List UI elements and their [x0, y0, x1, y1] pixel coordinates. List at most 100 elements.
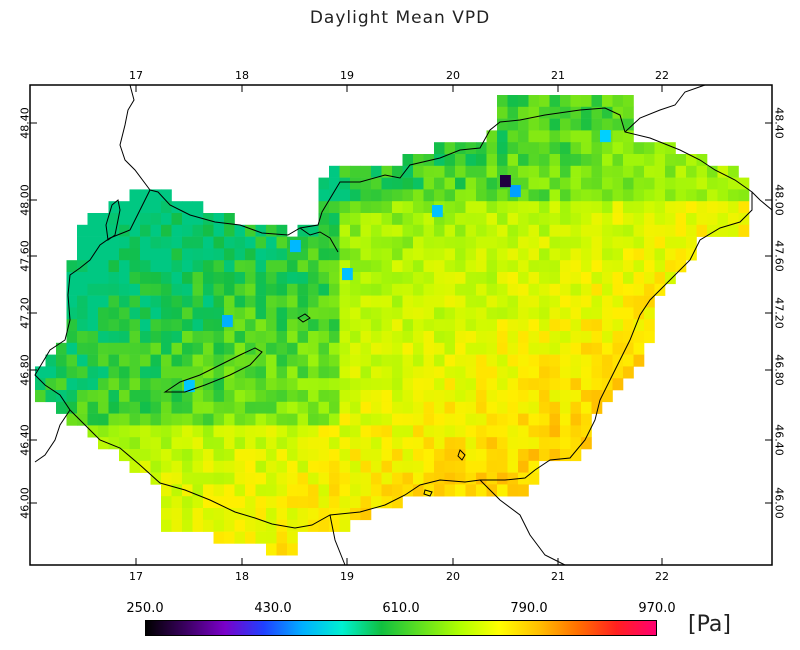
vpd-cell	[486, 154, 498, 167]
vpd-cell	[644, 201, 655, 214]
vpd-cell	[308, 378, 319, 391]
vpd-cell	[371, 272, 382, 285]
vpd-cell	[245, 295, 256, 308]
vpd-cell	[434, 319, 445, 332]
vpd-cell	[560, 283, 571, 296]
vpd-cell	[465, 354, 477, 367]
lake-small-1	[457, 449, 466, 461]
vpd-cell	[276, 543, 288, 556]
vpd-cell	[266, 449, 277, 462]
vpd-cell	[476, 378, 487, 391]
vpd-cell	[150, 307, 162, 320]
vpd-cell	[402, 401, 414, 414]
vpd-cell	[434, 413, 445, 426]
vpd-cell	[150, 283, 162, 296]
vpd-cell	[129, 378, 141, 391]
vpd-cell	[423, 331, 435, 344]
vpd-cell	[234, 401, 246, 414]
vpd-cell	[182, 366, 193, 379]
vpd-cell	[381, 236, 393, 249]
vpd-cell	[213, 342, 225, 355]
vpd-cell	[633, 165, 645, 178]
vpd-cell	[56, 342, 67, 355]
vpd-cell	[560, 165, 571, 178]
lon-label-bottom: 22	[655, 570, 669, 583]
vpd-cell	[297, 331, 309, 344]
vpd-cell	[203, 295, 214, 308]
vpd-cell	[360, 401, 372, 414]
vpd-cell	[318, 272, 330, 285]
vpd-cell	[528, 224, 540, 237]
vpd-cell	[87, 342, 99, 355]
vpd-cell	[507, 449, 519, 462]
vpd-cell	[297, 272, 309, 285]
vpd-cell	[224, 437, 235, 450]
vpd-cell	[497, 425, 508, 438]
vpd-cell	[570, 142, 582, 155]
vpd-cell	[171, 437, 183, 450]
vpd-cell	[444, 472, 456, 485]
vpd-cell	[455, 472, 466, 485]
vpd-cell	[507, 437, 519, 450]
vpd-cell	[350, 354, 361, 367]
vpd-cell	[413, 224, 424, 237]
vpd-cell	[255, 401, 267, 414]
vpd-cell	[455, 449, 466, 462]
vpd-cell	[444, 437, 456, 450]
vpd-cell	[119, 401, 130, 414]
vpd-cell	[497, 272, 508, 285]
vpd-cell	[308, 437, 319, 450]
vpd-cell	[528, 449, 540, 462]
vpd-cell	[518, 366, 529, 379]
vpd-cell	[318, 390, 330, 403]
vpd-cell	[581, 106, 592, 119]
vpd-cell	[129, 307, 141, 320]
vpd-cell	[129, 272, 141, 285]
vpd-cell	[276, 283, 288, 296]
lat-label-left: 48.40	[19, 107, 32, 139]
vpd-cell	[371, 460, 382, 473]
vpd-cell	[87, 213, 99, 226]
vpd-cell	[182, 354, 193, 367]
vpd-cell	[371, 236, 382, 249]
vpd-cell	[476, 213, 487, 226]
vpd-cell	[465, 401, 477, 414]
vpd-cell	[623, 236, 634, 249]
lon-label-top: 21	[551, 69, 565, 82]
vpd-cell	[329, 165, 340, 178]
vpd-cell	[518, 460, 529, 473]
vpd-cell	[192, 413, 204, 426]
vpd-cell	[140, 390, 151, 403]
vpd-cell	[560, 201, 571, 214]
vpd-cell	[297, 484, 309, 497]
vpd-cell	[182, 213, 193, 226]
vpd-cell	[570, 354, 582, 367]
vpd-cell	[507, 272, 519, 285]
vpd-cell	[350, 378, 361, 391]
vpd-cell	[528, 165, 540, 178]
vpd-cell	[728, 213, 739, 226]
vpd-cell	[392, 201, 403, 214]
vpd-cell	[224, 425, 235, 438]
vpd-cell	[339, 295, 351, 308]
vpd-cell	[234, 366, 246, 379]
vpd-cell	[329, 460, 340, 473]
vpd-cell	[108, 236, 120, 249]
vpd-cell	[686, 236, 697, 249]
vpd-cell	[434, 354, 445, 367]
vpd-cell	[360, 201, 372, 214]
vpd-cell	[297, 236, 309, 249]
vpd-cell	[717, 224, 729, 237]
vpd-cell	[686, 189, 697, 202]
vpd-cell	[591, 307, 603, 320]
vpd-cell	[255, 307, 267, 320]
vpd-cell	[570, 390, 582, 403]
vpd-cell	[192, 425, 204, 438]
vpd-cell	[434, 425, 445, 438]
vpd-cell	[528, 201, 540, 214]
vpd-cell	[392, 401, 403, 414]
vpd-cell	[392, 354, 403, 367]
vpd-cell	[402, 272, 414, 285]
vpd-cell	[654, 201, 666, 214]
vpd-cell	[423, 189, 435, 202]
